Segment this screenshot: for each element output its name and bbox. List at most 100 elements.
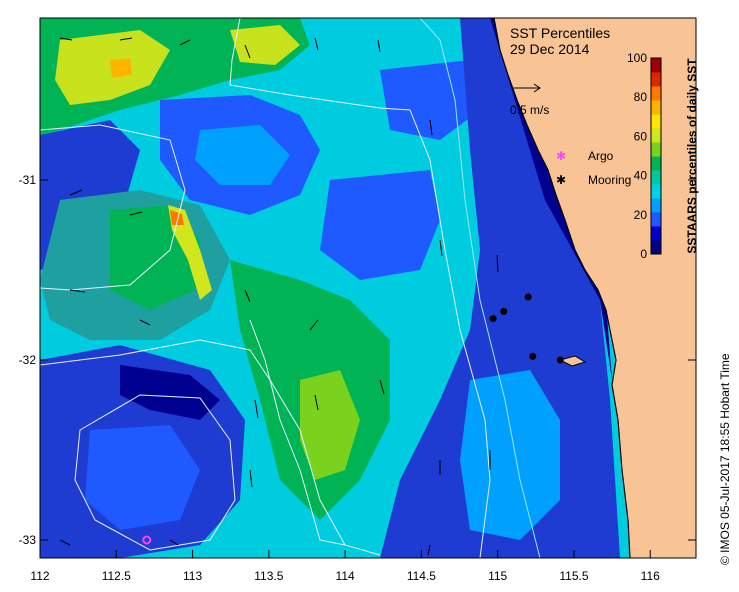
current-arrow	[314, 394, 319, 411]
colorbar-cell	[651, 240, 661, 255]
x-axis-ticks: 112 112.5 113 113.5 114 114.5 115 115.5 116	[30, 550, 660, 583]
colorbar-cell	[651, 100, 661, 115]
colorbar-cell	[651, 198, 661, 213]
current-arrow	[249, 469, 253, 488]
current-arrow	[59, 37, 73, 41]
colorbar-cell	[651, 156, 661, 171]
sst-warm-filament	[168, 205, 212, 300]
velocity-scale-label: 0.5 m/s	[510, 103, 549, 117]
current-arrow	[69, 189, 83, 196]
sst-patch-orange-small	[110, 58, 132, 78]
current-arrow	[244, 289, 251, 303]
current-arrow	[429, 119, 433, 136]
current-arrow	[496, 254, 499, 273]
sst-warm-filament-core	[170, 210, 184, 225]
mooring-marker[interactable]	[524, 293, 532, 301]
mooring-marker[interactable]	[556, 356, 564, 364]
colorbar-title: SSTAARS percentiles of daily SST	[685, 58, 699, 254]
contour-line-6	[249, 319, 346, 546]
current-arrow	[169, 539, 179, 546]
current-arrow	[439, 239, 443, 257]
colorbar-cells	[651, 58, 661, 255]
map-title: SST Percentiles	[510, 25, 610, 41]
sst-north-blue	[380, 60, 480, 140]
current-arrow	[379, 379, 385, 395]
x-tick-label: 112.5	[102, 569, 131, 583]
imos-credit: © IMOS 05-Jul-2017 18:55 Hobart Time	[718, 353, 732, 565]
velocity-scale: 0.5 m/s	[510, 83, 549, 117]
contour-line-1	[40, 124, 186, 291]
current-arrow	[69, 289, 86, 293]
x-tick-label: 112	[30, 569, 49, 583]
current-arrow	[179, 39, 191, 46]
colorbar-cell	[651, 212, 661, 227]
y-tick-label: -33	[19, 533, 37, 547]
velocity-scale-arrow	[512, 83, 541, 93]
y-tick-label: -31	[19, 173, 37, 187]
mooring-marker[interactable]	[489, 315, 497, 323]
sst-patch-northwest-yellow2	[230, 25, 300, 65]
x-tick-label: 113.5	[254, 569, 283, 583]
colorbar-tick-label: 100	[627, 51, 647, 65]
colorbar-cell	[651, 226, 661, 241]
argo-marker[interactable]	[142, 535, 152, 545]
colorbar-cell	[651, 184, 661, 199]
colorbar-tick-label: 60	[634, 129, 648, 143]
current-arrow	[309, 319, 319, 331]
mooring-marker[interactable]	[529, 352, 537, 360]
colorbar-tick-label: 0	[640, 247, 647, 261]
current-arrow	[139, 319, 151, 326]
current-arrows	[59, 37, 499, 556]
colorbar-frame	[650, 57, 662, 255]
colorbar-cell	[651, 170, 661, 185]
x-tick-label: 115	[488, 569, 507, 583]
sst-central-blue	[320, 170, 440, 280]
colorbar-tick-label: 80	[634, 90, 648, 104]
sst-southwest-eddy-core	[120, 365, 220, 420]
plot-area	[40, 18, 696, 558]
y-tick-label: -32	[19, 353, 37, 367]
map-date: 29 Dec 2014	[510, 41, 590, 57]
colorbar-cell	[651, 142, 661, 157]
colorbar-ticks: 0 20 40 60 80 100	[627, 51, 647, 261]
current-arrow	[59, 539, 71, 546]
legend-argo-marker: ✱	[556, 149, 566, 163]
contour-line-3	[74, 394, 236, 551]
plot-frame	[39, 17, 697, 559]
colorbar: 0 20 40 60 80 100 SSTAARS percentiles of dail…	[627, 51, 699, 261]
island-rottnest	[558, 355, 587, 367]
legend-mooring-marker: ✱	[556, 173, 566, 187]
markers-layer	[142, 293, 564, 545]
contour-line-4	[229, 18, 491, 558]
current-arrow	[244, 44, 251, 59]
contour-line-5	[419, 18, 541, 558]
current-arrow	[314, 37, 319, 51]
legend: ✱ Argo ✱ Mooring	[556, 149, 631, 187]
current-arrow	[427, 544, 431, 556]
current-arrow	[254, 399, 259, 419]
coastline	[493, 18, 631, 558]
x-tick-label: 113	[183, 569, 202, 583]
current-arrow	[119, 37, 133, 41]
x-tick-label: 116	[641, 569, 660, 583]
colorbar-cell	[651, 128, 661, 143]
colorbar-tick-label: 20	[634, 208, 648, 222]
mooring-marker[interactable]	[500, 307, 508, 315]
y-axis-ticks: -31 -32 -33	[19, 173, 696, 547]
colorbar-cell	[651, 114, 661, 129]
sst-eddy-north-cyan	[195, 125, 290, 185]
sst-southwest-eddy-inner	[85, 425, 200, 530]
current-arrow	[377, 39, 381, 53]
current-arrow	[129, 211, 143, 216]
x-tick-label: 114.5	[407, 569, 436, 583]
land-western-australia	[494, 18, 696, 558]
legend-argo-label: Argo	[588, 149, 614, 163]
x-tick-label: 114	[336, 569, 355, 583]
colorbar-cell	[651, 58, 661, 73]
colorbar-cell	[651, 72, 661, 87]
sst-coastal-cyan	[460, 370, 560, 540]
legend-mooring-label: Mooring	[588, 173, 631, 187]
x-tick-label: 115.5	[559, 569, 588, 583]
colorbar-cell	[651, 86, 661, 101]
